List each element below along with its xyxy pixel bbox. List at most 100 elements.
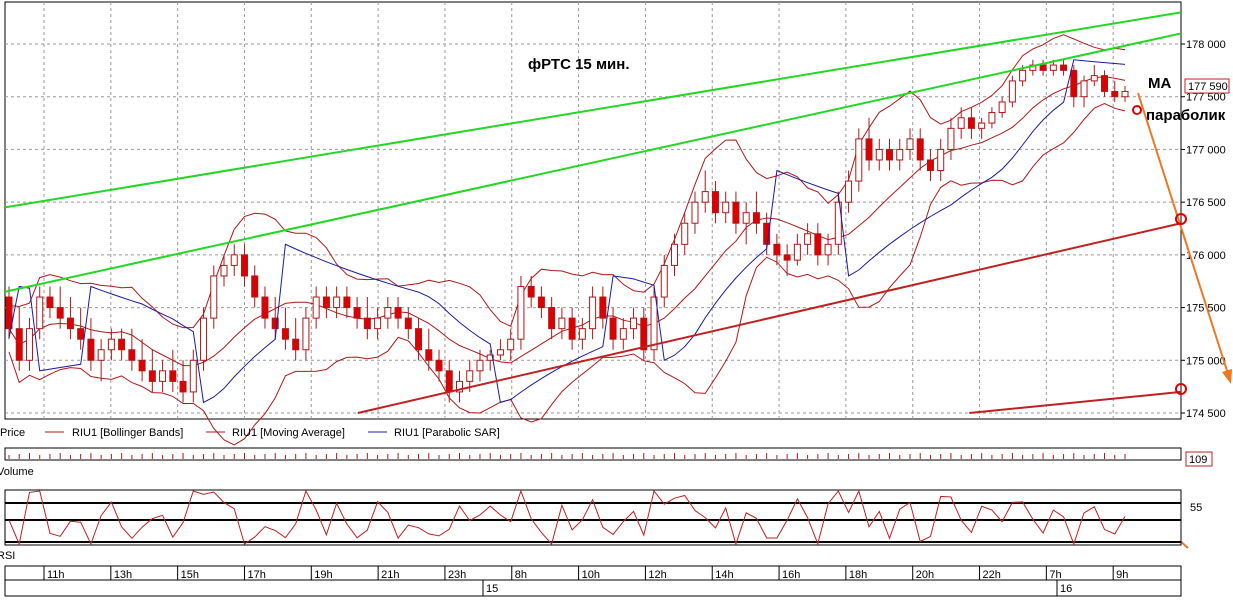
rsi-line bbox=[8, 489, 1126, 546]
time-tick-label: 13h bbox=[114, 569, 132, 581]
candle-body bbox=[886, 148, 894, 161]
candle-body bbox=[384, 307, 392, 319]
candle-body bbox=[947, 127, 955, 150]
candle-body bbox=[619, 328, 627, 340]
candle-body bbox=[1111, 90, 1119, 98]
candle-body bbox=[804, 233, 812, 245]
candle-body bbox=[496, 349, 504, 356]
candle-body bbox=[148, 370, 156, 382]
bollinger-upper bbox=[8, 34, 1126, 329]
candle-body bbox=[834, 201, 842, 245]
time-tick-label: 22h bbox=[983, 569, 1001, 581]
rsi-tick: 55 bbox=[1190, 502, 1202, 514]
candle-body bbox=[507, 338, 515, 351]
time-tick-label: 15h bbox=[181, 569, 199, 581]
candle-body bbox=[722, 201, 730, 214]
time-tick-label: 12h bbox=[648, 569, 666, 581]
time-tick-label: 18h bbox=[849, 569, 867, 581]
legend-ma: RIU1 [Moving Average] bbox=[232, 427, 345, 439]
candle-body bbox=[46, 296, 54, 309]
candle-body bbox=[77, 328, 85, 340]
candle-body bbox=[671, 243, 679, 266]
candle-body bbox=[261, 296, 269, 319]
trendline bbox=[4, 32, 1182, 293]
candle-body bbox=[814, 233, 822, 256]
candle-body bbox=[691, 201, 699, 224]
candle-body bbox=[916, 138, 924, 161]
forecast-arrowhead-price bbox=[1222, 369, 1232, 384]
time-tick-label: 10h bbox=[582, 569, 600, 581]
candle-body bbox=[937, 148, 945, 172]
candle-body bbox=[763, 222, 771, 245]
volume-value: 109 bbox=[1189, 454, 1207, 466]
time-tick-label: 17h bbox=[247, 569, 265, 581]
candle-body bbox=[240, 254, 248, 277]
price-tick-label: 176 000 bbox=[1186, 250, 1226, 262]
candle-body bbox=[650, 296, 658, 351]
time-tick-label: 7h bbox=[1049, 569, 1061, 581]
forecast-arrow-price bbox=[1137, 92, 1231, 381]
candle-body bbox=[978, 122, 986, 129]
price-tick-label: 175 000 bbox=[1186, 355, 1226, 367]
candle-body bbox=[640, 317, 648, 351]
marker-circle bbox=[1175, 213, 1187, 225]
candle-body bbox=[312, 296, 320, 319]
candle-body bbox=[1070, 69, 1078, 98]
candle-body bbox=[875, 148, 883, 161]
rsi-label: RSI bbox=[0, 550, 15, 562]
day-tick-label: 16 bbox=[1060, 583, 1072, 595]
candle-body bbox=[66, 317, 74, 330]
price-tick-label: 175 500 bbox=[1186, 303, 1226, 315]
candle-body bbox=[568, 317, 576, 340]
candle-body bbox=[1060, 64, 1068, 71]
candle-body bbox=[486, 354, 494, 361]
time-tick-label: 14h bbox=[715, 569, 733, 581]
last-price-label: 177 590 bbox=[1188, 81, 1228, 93]
candle-body bbox=[374, 317, 382, 330]
candle-body bbox=[169, 370, 177, 382]
candle-body bbox=[138, 359, 146, 372]
candle-body bbox=[1019, 69, 1027, 82]
candle-body bbox=[425, 349, 433, 361]
candle-body bbox=[87, 338, 95, 361]
candle-body bbox=[220, 264, 228, 277]
candle-body bbox=[1101, 75, 1109, 92]
candle-body bbox=[599, 296, 607, 319]
candle-body bbox=[1039, 64, 1047, 71]
candle-body bbox=[445, 370, 453, 393]
candle-body bbox=[855, 138, 863, 182]
candle-body bbox=[56, 307, 64, 319]
candle-body bbox=[711, 191, 719, 214]
candle-body bbox=[783, 254, 791, 261]
time-tick-label: 20h bbox=[916, 569, 934, 581]
legend-sar: RIU1 [Parabolic SAR] bbox=[394, 427, 500, 439]
time-tick-label: 11h bbox=[47, 569, 65, 581]
candle-body bbox=[97, 349, 105, 361]
candle-body bbox=[271, 317, 279, 330]
day-tick-label: 15 bbox=[486, 583, 498, 595]
candle-body bbox=[926, 159, 934, 172]
candle-body bbox=[906, 138, 914, 150]
candle-body bbox=[1008, 80, 1016, 103]
candle-body bbox=[343, 296, 351, 309]
marker-circle bbox=[1132, 105, 1142, 115]
trendline bbox=[4, 11, 1182, 209]
candle-body bbox=[455, 380, 463, 393]
trendlines bbox=[4, 11, 1182, 414]
candle-body bbox=[517, 285, 525, 340]
rsi-panel-frame bbox=[4, 489, 1182, 546]
time-tick-label: 21h bbox=[381, 569, 399, 581]
candle-body bbox=[578, 328, 586, 340]
candles bbox=[5, 59, 1129, 403]
candle-body bbox=[230, 254, 238, 266]
price-axis: 178 000 177 500 177 000 176 500 176 000 175 5… bbox=[1181, 39, 1226, 420]
legend-bollinger: RIU1 [Bollinger Bands] bbox=[72, 427, 183, 439]
candle-body bbox=[435, 359, 443, 372]
candle-body bbox=[1080, 80, 1088, 98]
candle-body bbox=[466, 370, 474, 382]
price-tick-label: 177 500 bbox=[1186, 92, 1226, 104]
trendline bbox=[969, 390, 1182, 414]
candle-body bbox=[292, 338, 300, 351]
candle-body bbox=[128, 349, 136, 361]
